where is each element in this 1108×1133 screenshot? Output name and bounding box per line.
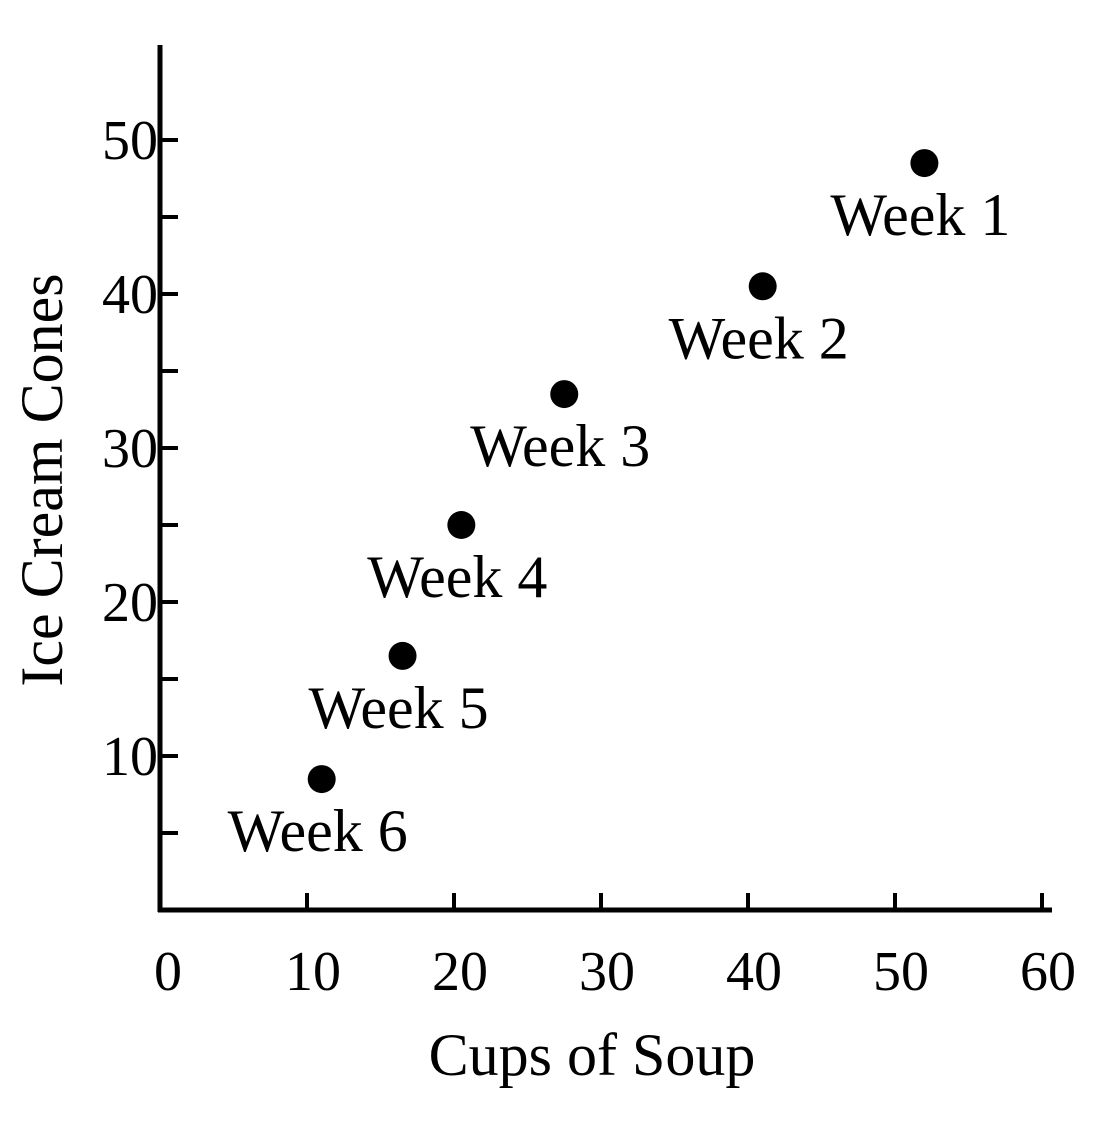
y-tick-label: 20 (102, 572, 158, 634)
y-tick-label: 40 (102, 264, 158, 326)
x-tick-label: 40 (726, 941, 782, 1003)
y-tick-label: 50 (102, 110, 158, 172)
x-tick-label: 50 (873, 941, 929, 1003)
data-point (307, 765, 336, 794)
x-tick-label: 20 (432, 941, 488, 1003)
x-ticks: 0 10 20 30 40 50 60 (154, 893, 1076, 1003)
point-label: Week 4 (367, 544, 547, 610)
x-tick-label: 0 (154, 941, 182, 1003)
data-point (388, 641, 417, 670)
y-axis-title: Ice Cream Cones (9, 273, 75, 686)
data-point (748, 272, 777, 301)
x-tick-label: 30 (579, 941, 635, 1003)
y-ticks: 10 20 30 40 50 (102, 110, 178, 835)
y-tick-label: 30 (102, 418, 158, 480)
point-label: Week 1 (830, 182, 1010, 248)
data-point (447, 511, 476, 539)
x-axis-title: Cups of Soup (429, 1022, 756, 1088)
x-tick-label: 60 (1020, 941, 1076, 1003)
y-tick-label: 10 (102, 726, 158, 788)
data-point (910, 149, 939, 178)
point-label: Week 6 (228, 798, 408, 864)
point-label: Week 3 (470, 413, 650, 479)
x-tick-label: 10 (285, 941, 341, 1003)
data-points: Week 1 Week 2 Week 3 Week 4 Week 5 Week 6 (228, 149, 1010, 864)
data-point (550, 380, 579, 409)
point-label: Week 2 (669, 305, 849, 371)
point-label: Week 5 (309, 675, 489, 741)
